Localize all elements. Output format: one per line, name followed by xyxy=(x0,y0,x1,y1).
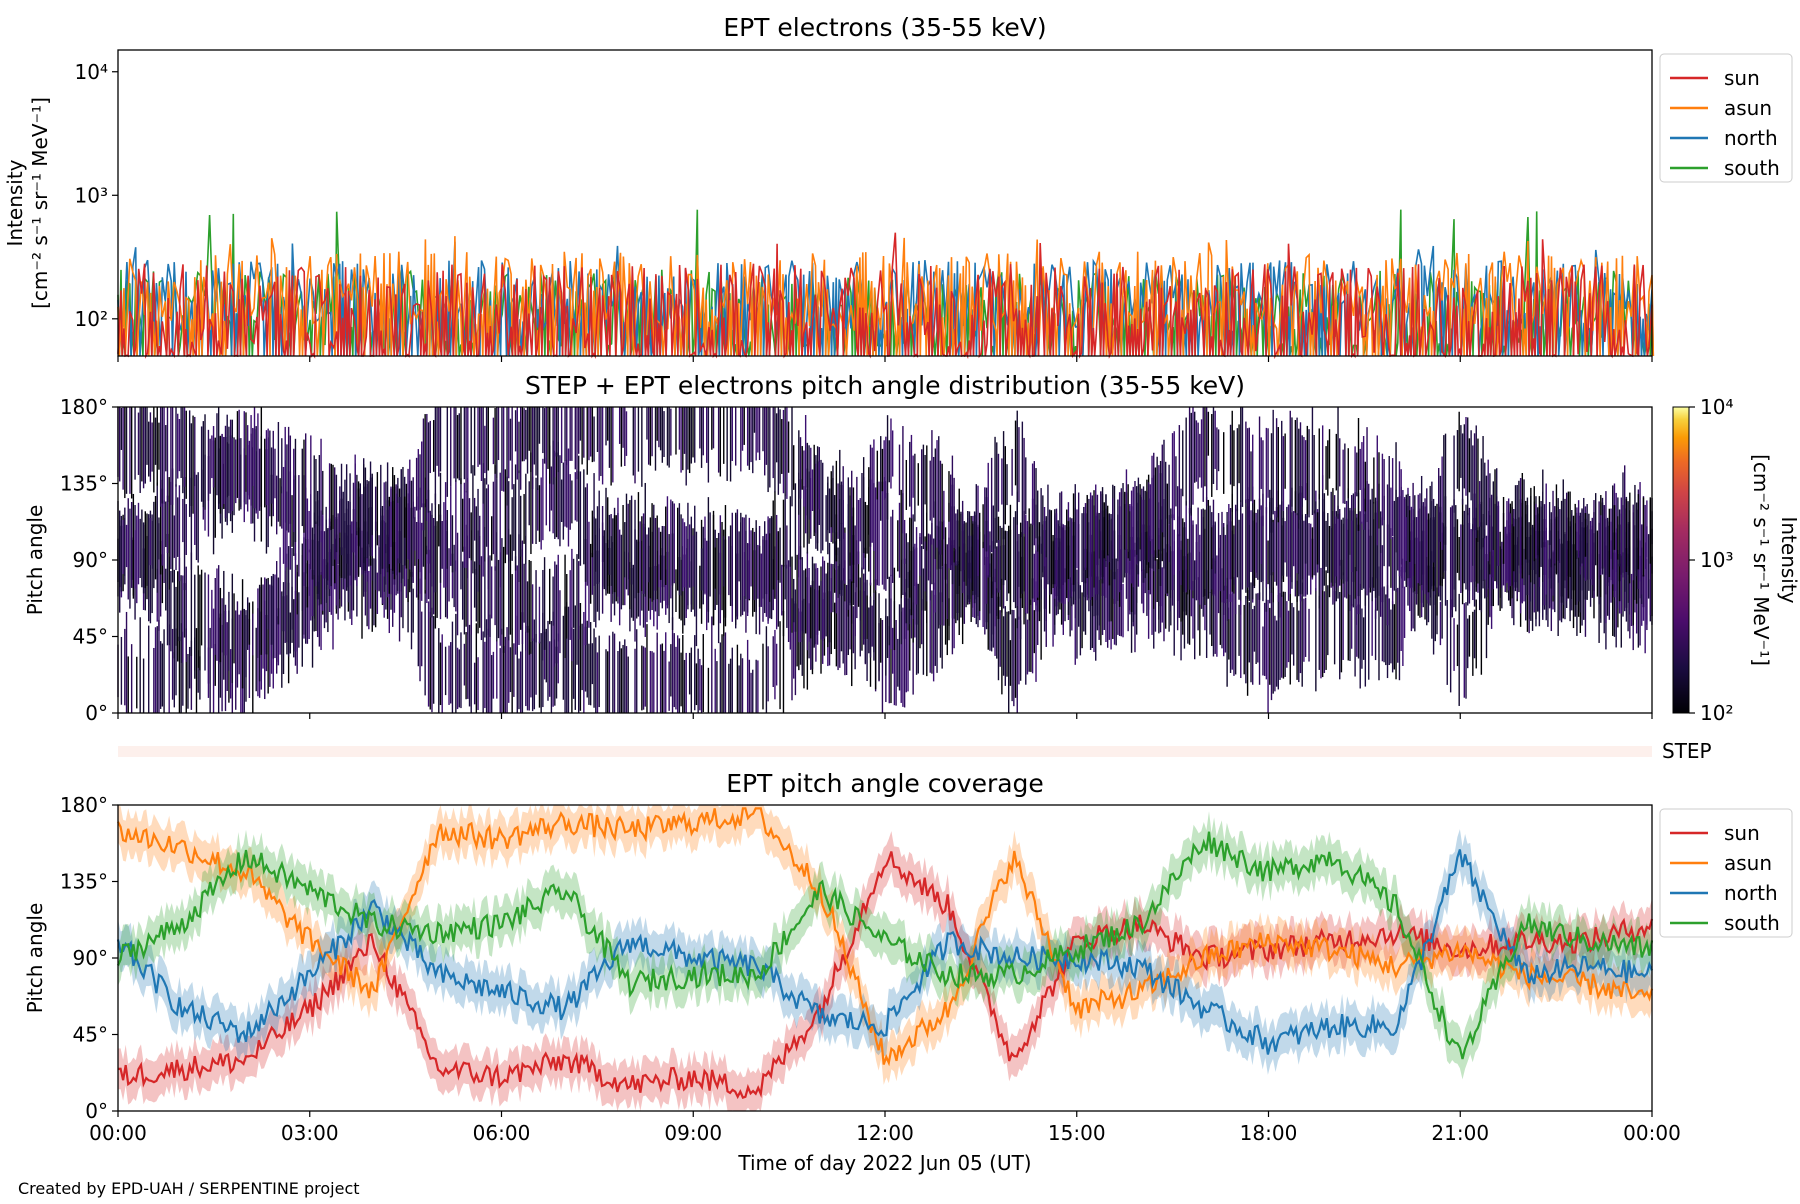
legend-label-south: south xyxy=(1724,156,1780,180)
colorbar-label-line1: Intensity xyxy=(1777,516,1800,603)
coverage-line-asun xyxy=(117,807,1654,1067)
x-tick-label: 00:00 xyxy=(1623,1121,1681,1145)
pad-heatmap-group xyxy=(117,407,1653,713)
x-tick-label: 21:00 xyxy=(1431,1121,1489,1145)
pitch-angle-coverage-panel: EPT pitch angle coverage 0° 45° 90° 135° 180… xyxy=(23,769,1793,1175)
x-tick-label: 00:00 xyxy=(89,1121,147,1145)
step-strip-panel: STEP xyxy=(118,739,1712,763)
y-tick-label: 180° xyxy=(60,395,108,419)
coverage-series-group xyxy=(116,805,1654,1111)
legend-label-sun: sun xyxy=(1724,821,1760,845)
legend-label-asun: asun xyxy=(1724,96,1772,120)
y-tick-label: 0° xyxy=(85,701,108,725)
step-strip xyxy=(118,746,1652,757)
y-tick-label: 0° xyxy=(85,1099,108,1123)
y-tick-label: 10² xyxy=(75,307,108,331)
colorbar-tick-label: 10⁴ xyxy=(1700,395,1733,419)
panel4-legend: sun asun north south xyxy=(1659,808,1793,938)
x-tick-label: 15:00 xyxy=(1048,1121,1106,1145)
y-tick-label: 10³ xyxy=(75,183,108,207)
colorbar-tick-label: 10³ xyxy=(1700,548,1733,572)
footer-credit: Created by EPD-UAH / SERPENTINE project xyxy=(18,1179,360,1198)
y-tick-label: 180° xyxy=(60,793,108,817)
y-tick-label: 90° xyxy=(73,548,108,572)
legend-label-north: north xyxy=(1724,881,1778,905)
panel4-yticks: 0° 45° 90° 135° 180° xyxy=(60,793,118,1123)
coverage-band-south xyxy=(118,811,1652,1080)
colorbar-tick-label: 10² xyxy=(1700,701,1733,725)
coverage-line-north xyxy=(116,849,1654,1055)
x-tick-label: 03:00 xyxy=(281,1121,339,1145)
legend-label-sun: sun xyxy=(1724,66,1760,90)
coverage-band-sun xyxy=(118,831,1652,1111)
step-label: STEP xyxy=(1662,739,1712,763)
panel1-ylabel-line2: [cm⁻² s⁻¹ sr⁻¹ MeV⁻¹] xyxy=(28,97,52,309)
panel1-xticks xyxy=(117,356,1653,362)
panel4-title: EPT pitch angle coverage xyxy=(726,769,1044,798)
panel4-xticks: 00:00 03:00 06:00 09:00 12:00 15:00 18:00 21:00… xyxy=(89,1111,1681,1145)
panel2-xticks xyxy=(117,713,1653,719)
x-tick-label: 09:00 xyxy=(664,1121,722,1145)
panel1-legend: sun asun north south xyxy=(1659,53,1793,183)
x-tick-label: 18:00 xyxy=(1240,1121,1298,1145)
y-tick-label: 45° xyxy=(73,1023,108,1047)
panel1-ylabel-line1: Intensity xyxy=(3,159,27,246)
panel2-yticks: 0° 45° 90° 135° 180° xyxy=(60,395,118,725)
x-tick-label: 06:00 xyxy=(473,1121,531,1145)
panel4-ylabel: Pitch angle xyxy=(23,903,47,1014)
panel2-ylabel: Pitch angle xyxy=(23,505,47,616)
panel1-yticks: 10² 10³ 10⁴ xyxy=(75,60,118,331)
colorbar-label-line2: [cm⁻² s⁻¹ sr⁻¹ MeV⁻¹] xyxy=(1749,454,1773,666)
x-tick-label: 12:00 xyxy=(856,1121,914,1145)
pitch-angle-distribution-panel: STEP + EPT electrons pitch angle distrib… xyxy=(23,371,1800,725)
legend-label-north: north xyxy=(1724,126,1778,150)
y-tick-label: 10⁴ xyxy=(75,60,108,84)
panel1-title: EPT electrons (35-55 keV) xyxy=(723,13,1046,42)
y-tick-label: 135° xyxy=(60,472,108,496)
y-tick-label: 45° xyxy=(73,625,108,649)
legend-box xyxy=(1659,808,1793,938)
coverage-band-north xyxy=(118,829,1652,1075)
intensity-panel: EPT electrons (35-55 keV) 10² 10³ 10⁴ Inte… xyxy=(3,13,1793,362)
colorbar xyxy=(1672,406,1690,714)
y-tick-label: 90° xyxy=(73,946,108,970)
coverage-line-south xyxy=(116,831,1654,1060)
coverage-line-sun xyxy=(117,851,1654,1100)
y-tick-label: 135° xyxy=(60,870,108,894)
legend-label-asun: asun xyxy=(1724,851,1772,875)
x-axis-label: Time of day 2022 Jun 05 (UT) xyxy=(737,1151,1031,1175)
panel2-title: STEP + EPT electrons pitch angle distrib… xyxy=(525,371,1245,400)
legend-label-south: south xyxy=(1724,911,1780,935)
intensity-series-group xyxy=(117,209,1655,360)
colorbar-ticks: 10² 10³ 10⁴ xyxy=(1689,395,1733,725)
legend-box xyxy=(1659,53,1793,183)
